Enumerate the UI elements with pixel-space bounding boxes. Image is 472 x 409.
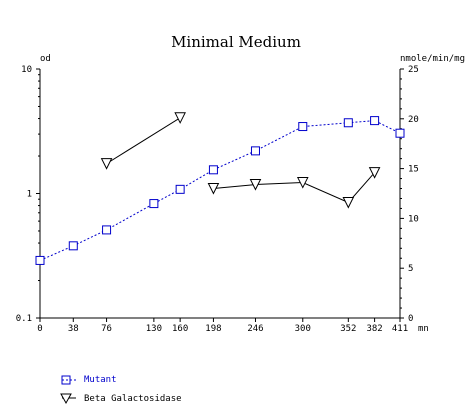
- legend-item-beta-galactosidase: Beta Galactosidase: [60, 393, 182, 405]
- x-tick-label: 0: [37, 324, 42, 334]
- left-tick-label: 1: [27, 190, 32, 200]
- legend-label-mutant: Mutant: [84, 375, 117, 385]
- legend-item-mutant: Mutant: [61, 375, 117, 385]
- beta-galactosidase-point: [342, 196, 355, 209]
- mutant-point: [208, 165, 218, 175]
- legend: Mutant Beta Galactosidase: [60, 375, 182, 405]
- x-axis-label: mn: [418, 324, 429, 334]
- mutant-point: [149, 199, 159, 209]
- beta-galactosidase-line: [106, 117, 181, 165]
- x-tick-label: 411: [392, 324, 408, 334]
- legend-label-beta-galactosidase: Beta Galactosidase: [84, 394, 182, 404]
- chart-title: Minimal Medium: [171, 33, 301, 51]
- beta-galactosidase-point: [368, 167, 381, 179]
- legend-marker-square: [61, 375, 71, 385]
- left-axis-label: od: [40, 54, 51, 64]
- right-tick-label: 15: [408, 165, 419, 175]
- mutant-point: [395, 128, 405, 138]
- x-tick-label: 130: [146, 324, 162, 334]
- beta-galactosidase-point: [249, 179, 262, 191]
- beta-galactosidase-point: [296, 177, 309, 189]
- mutant-point: [35, 255, 45, 265]
- mutant-point: [250, 146, 260, 156]
- left-tick-label: 0.1: [16, 314, 32, 324]
- beta-galactosidase-point: [174, 112, 186, 124]
- mutant-point: [343, 118, 353, 128]
- mutant-line: [39, 120, 401, 261]
- right-tick-label: 25: [408, 65, 419, 75]
- mutant-point: [68, 241, 78, 251]
- mutant-point: [102, 225, 112, 235]
- x-tick-label: 160: [172, 324, 188, 334]
- x-tick-label: 300: [295, 324, 311, 334]
- x-tick-label: 382: [366, 324, 382, 334]
- x-tick-label: 352: [340, 324, 356, 334]
- series-layer: [35, 112, 405, 265]
- right-axis-label: nmole/min/mg: [400, 54, 465, 64]
- x-tick-label: 76: [101, 324, 112, 334]
- right-tick-label: 20: [408, 115, 419, 125]
- beta-galactosidase-point: [100, 158, 113, 170]
- mutant-point: [175, 184, 185, 194]
- mutant-point: [370, 116, 380, 126]
- beta-galactosidase-point: [207, 183, 220, 195]
- right-tick-label: 10: [408, 214, 419, 224]
- right-tick-label: 0: [408, 314, 413, 324]
- mutant-point: [298, 122, 308, 132]
- legend-marker-triangle: [60, 393, 72, 405]
- left-tick-label: 10: [21, 65, 32, 75]
- ticks: 0 38 76 130 160 198 246 300 352 382 411 10 1 0.1 25 20 1…: [16, 65, 419, 334]
- right-tick-label: 5: [408, 264, 413, 274]
- x-tick-label: 38: [68, 324, 79, 334]
- x-tick-label: 246: [247, 324, 263, 334]
- x-tick-label: 198: [205, 324, 221, 334]
- axes: [39, 69, 401, 319]
